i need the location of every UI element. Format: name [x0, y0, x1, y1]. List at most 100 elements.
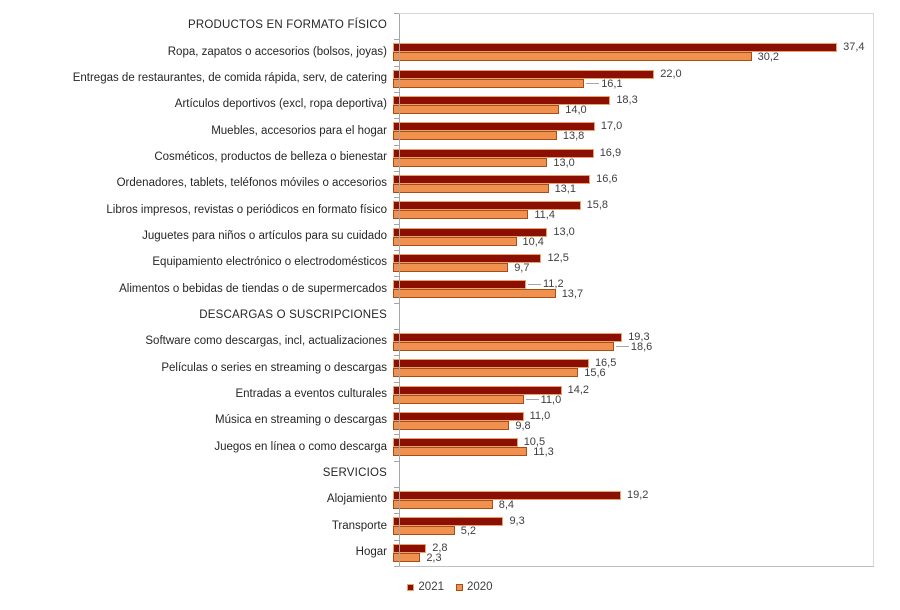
value-label-2020: 13,7	[561, 288, 584, 301]
bar-2021	[393, 254, 542, 264]
category-label: Juegos en línea o como descarga	[214, 440, 387, 453]
value-label-2020: 11,3	[533, 446, 554, 459]
legend-item: 2020	[456, 581, 493, 594]
chart-row: Artículos deportivos (excl, ropa deporti…	[0, 92, 874, 118]
axis-tick	[394, 197, 399, 199]
chart-row: Hogar 2,8 2,3	[0, 540, 874, 566]
bar-2020	[393, 131, 557, 141]
axis-tick	[394, 460, 399, 462]
bars-area: 37,4 30,2	[393, 39, 874, 65]
category-label: Juguetes para niños o artículos para su …	[142, 230, 387, 243]
legend-label-2020: 2020	[467, 581, 493, 593]
bar-2020	[393, 105, 560, 115]
bar-2021	[393, 385, 562, 395]
bar-2021	[393, 359, 589, 369]
axis-tick	[394, 355, 399, 357]
chart-row: Libros impresos, revistas o periódicos e…	[0, 197, 874, 223]
bar-2020	[393, 394, 524, 404]
bars-area	[393, 13, 874, 39]
section-row: SERVICIOS	[0, 461, 874, 487]
value-label-2020: 11,0	[540, 393, 562, 406]
bar-2020	[393, 210, 529, 220]
axis-tick	[394, 487, 399, 488]
section-row: PRODUCTOS EN FORMATO FÍSICO	[0, 13, 874, 39]
category-label: Muebles, accesorios para el hogar	[211, 124, 387, 137]
value-label-2021: 12,5	[547, 252, 569, 265]
value-label-2021: 13,0	[553, 225, 575, 238]
value-label-2020: 14,0	[565, 104, 587, 117]
value-label-2020: 16,1	[601, 77, 623, 90]
axis-tick	[394, 13, 399, 14]
category-axis-line	[399, 13, 400, 566]
bar-2021	[393, 412, 524, 422]
legend-swatch-2020	[456, 584, 463, 592]
bar-2020	[393, 289, 556, 299]
chart-row: Películas o series en streaming o descar…	[0, 355, 874, 381]
value-label-2020: 8,4	[498, 499, 515, 512]
bars-area: 11,2 13,7	[393, 276, 874, 302]
value-label-2020: 15,6	[584, 367, 606, 380]
bar-2021	[393, 280, 526, 290]
legend-label-2021: 2021	[418, 581, 444, 593]
bars-area: 16,6 13,1	[393, 171, 874, 197]
value-label-2020: 5,2	[460, 525, 477, 538]
category-label: Alimentos o bebidas de tiendas o de supe…	[119, 282, 387, 295]
category-label: Cosméticos, productos de belleza o biene…	[154, 151, 387, 164]
chart-row: Entradas a eventos culturales 14,2 11,0	[0, 382, 874, 408]
axis-tick	[394, 223, 399, 225]
value-label-2020: 9,8	[515, 420, 531, 433]
chart-row: Ordenadores, tablets, teléfonos móviles …	[0, 171, 874, 197]
bar-2021	[393, 517, 504, 527]
axis-tick	[394, 302, 399, 304]
bar-2020	[393, 263, 509, 273]
chart-row: Juguetes para niños o artículos para su …	[0, 224, 874, 250]
bar-2020	[393, 52, 752, 62]
leader-line-2020	[586, 82, 600, 84]
bars-area: 9,3 5,2	[393, 513, 874, 539]
value-label-2020: 30,2	[757, 51, 780, 64]
bar-2021	[393, 69, 655, 79]
axis-tick	[394, 539, 399, 541]
value-label-2021: 15,8	[586, 199, 609, 212]
value-label-2021: 16,6	[596, 173, 618, 186]
axis-tick	[394, 434, 399, 436]
leader-line-2020	[615, 346, 629, 348]
value-label-2020: 18,6	[630, 341, 653, 354]
chart-row: Juegos en línea o como descarga 10,5 11,3	[0, 434, 874, 460]
bar-2020	[393, 500, 493, 510]
axis-tick	[394, 408, 399, 409]
axis-tick	[394, 276, 399, 278]
plot-border-top	[399, 13, 874, 14]
bars-area	[393, 461, 874, 487]
category-label: Artículos deportivos (excl, ropa deporti…	[174, 98, 387, 111]
plot-border-bottom	[399, 566, 874, 567]
bars-area: 15,8 11,4	[393, 197, 874, 223]
chart-row: Muebles, accesorios para el hogar 17,0 13,…	[0, 118, 874, 144]
value-label-2021: 2,8	[432, 541, 448, 554]
category-label: Entregas de restaurantes, de comida rápi…	[72, 72, 387, 85]
bar-2020	[393, 236, 517, 246]
axis-tick	[394, 144, 399, 146]
value-label-2020: 10,4	[522, 235, 544, 248]
bars-area	[393, 303, 874, 329]
value-label-2021: 37,4	[843, 41, 865, 54]
bars-area: 11,0 9,8	[393, 408, 874, 434]
bars-area: 22,0 16,1	[393, 66, 874, 92]
value-label-2021: 18,3	[616, 94, 638, 107]
category-label: Ropa, zapatos o accesorios (bolsos, joya…	[167, 45, 387, 58]
section-header-label: DESCARGAS O SUSCRIPCIONES	[199, 309, 387, 322]
bars-area: 10,5 11,3	[393, 434, 874, 460]
category-label: Ordenadores, tablets, teléfonos móviles …	[116, 177, 387, 190]
axis-tick	[394, 65, 399, 67]
value-label-2020: 13,1	[554, 183, 576, 196]
bar-2020	[393, 447, 528, 457]
category-label: Hogar	[355, 545, 387, 558]
value-label-2020: 2,3	[426, 551, 442, 564]
axis-tick	[394, 250, 399, 251]
axis-tick	[394, 171, 399, 172]
value-label-2021: 16,9	[599, 146, 622, 159]
section-row: DESCARGAS O SUSCRIPCIONES	[0, 303, 874, 329]
legend-item: 2021	[407, 581, 444, 594]
chart-row: Software como descargas, incl, actualiza…	[0, 329, 874, 355]
